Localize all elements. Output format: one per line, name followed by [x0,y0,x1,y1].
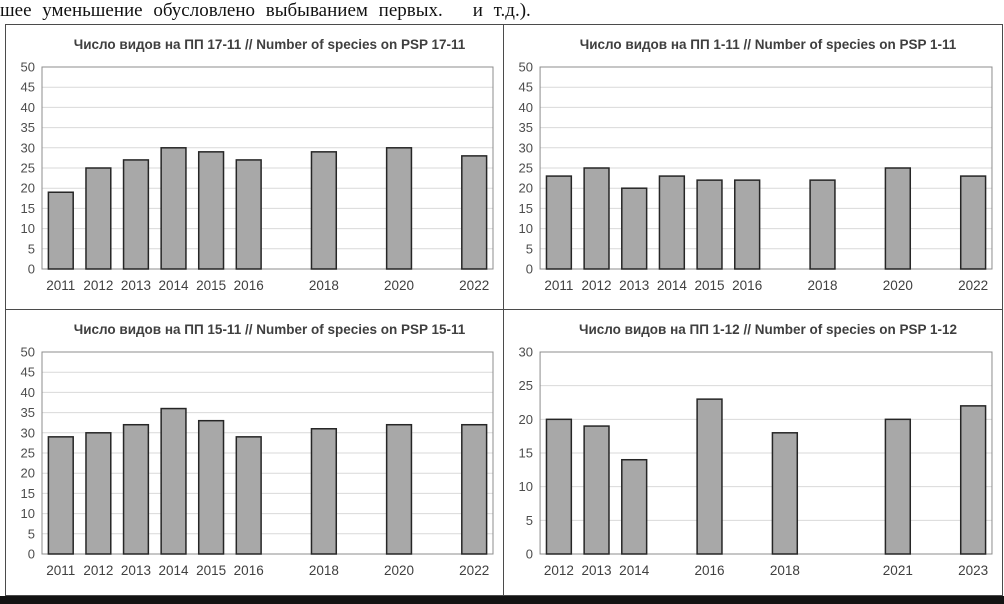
svg-text:2012: 2012 [582,278,612,293]
svg-text:2012: 2012 [544,563,574,578]
bar-chart-psp-17-11: 0 5 10 15 20 25 30 35 40 45 50 2011 2012 2013 2014 2015… [21,60,494,293]
svg-text:40: 40 [21,385,35,400]
caption-text-tail: и т.д.). [472,0,531,21]
svg-text:25: 25 [21,446,35,461]
svg-text:20: 20 [21,181,35,196]
svg-text:5: 5 [526,513,533,528]
chart-panel-psp-17-11: Число видов на ПП 17-11 // Number of spe… [6,25,504,310]
svg-text:2014: 2014 [159,278,190,293]
svg-text:2022: 2022 [459,278,489,293]
svg-text:45: 45 [21,365,35,380]
svg-text:2018: 2018 [309,563,339,578]
chart-title-psp-15-11: Число видов на ПП 15-11 // Number of spe… [73,322,466,337]
svg-text:50: 50 [519,60,533,75]
svg-text:2013: 2013 [619,278,649,293]
svg-text:2016: 2016 [234,563,264,578]
svg-text:50: 50 [21,60,35,75]
svg-text:0: 0 [28,547,35,562]
svg-text:2015: 2015 [196,563,226,578]
chart-panel-psp-1-12: Число видов на ПП 1-12 // Number of spec… [504,310,1002,595]
svg-text:2018: 2018 [770,563,800,578]
chart-panel-psp-1-11: Число видов на ПП 1-11 // Number of spec… [504,25,1002,310]
svg-text:25: 25 [519,378,533,393]
svg-text:30: 30 [21,140,35,155]
bar-chart-psp-1-11: 0 5 10 15 20 25 30 35 40 45 50 2011 2012 2013 2014 2015… [519,60,993,293]
chart-title-psp-17-11: Число видов на ПП 17-11 // Number of spe… [73,37,466,52]
page-bottom-rule [0,596,1004,604]
svg-text:2011: 2011 [544,278,573,293]
svg-text:2013: 2013 [582,563,612,578]
svg-text:2014: 2014 [657,278,688,293]
svg-text:45: 45 [519,80,533,95]
svg-text:35: 35 [21,405,35,420]
svg-text:2023: 2023 [958,563,988,578]
svg-text:2015: 2015 [196,278,226,293]
svg-text:5: 5 [28,241,35,256]
svg-text:2016: 2016 [234,278,264,293]
svg-text:10: 10 [21,506,35,521]
svg-text:2020: 2020 [883,278,913,293]
caption-text: шее уменьшение обусловлено выбыванием пе… [0,0,1004,24]
svg-text:20: 20 [21,466,35,481]
svg-text:2022: 2022 [958,278,988,293]
svg-text:10: 10 [519,479,533,494]
chart-title-psp-1-12: Число видов на ПП 1-12 // Number of spec… [578,322,958,337]
svg-text:15: 15 [21,486,35,501]
svg-text:2013: 2013 [121,278,151,293]
bar-chart-psp-1-12: 0 5 10 15 20 25 30 2012 2013 2014 2016 2018 2021 2023 [519,345,993,578]
svg-text:0: 0 [526,262,533,277]
svg-text:35: 35 [21,120,35,135]
svg-text:5: 5 [526,241,533,256]
svg-text:5: 5 [28,526,35,541]
svg-text:2022: 2022 [459,563,489,578]
svg-text:15: 15 [519,201,533,216]
svg-text:30: 30 [21,425,35,440]
svg-text:10: 10 [519,221,533,236]
svg-text:2016: 2016 [732,278,762,293]
svg-text:35: 35 [519,120,533,135]
bar-chart-psp-15-11: 0 5 10 15 20 25 30 35 40 45 50 2011 2012 2013 2014 2015… [21,345,494,578]
svg-text:2014: 2014 [159,563,190,578]
svg-text:2020: 2020 [384,563,414,578]
chart-panel-psp-15-11: Число видов на ПП 15-11 // Number of spe… [6,310,504,595]
svg-text:2015: 2015 [694,278,724,293]
svg-text:2011: 2011 [46,563,75,578]
svg-text:2018: 2018 [309,278,339,293]
svg-text:50: 50 [21,345,35,360]
svg-text:2021: 2021 [883,563,913,578]
svg-text:2012: 2012 [83,563,113,578]
svg-text:45: 45 [21,80,35,95]
svg-text:2011: 2011 [46,278,75,293]
svg-text:25: 25 [519,161,533,176]
svg-text:2016: 2016 [694,563,724,578]
svg-text:0: 0 [28,262,35,277]
svg-text:15: 15 [519,446,533,461]
svg-text:40: 40 [519,100,533,115]
svg-text:2018: 2018 [807,278,837,293]
svg-text:25: 25 [21,161,35,176]
chart-title-psp-1-11: Число видов на ПП 1-11 // Number of spec… [579,37,957,52]
svg-text:10: 10 [21,221,35,236]
svg-text:2020: 2020 [384,278,414,293]
svg-text:2014: 2014 [619,563,650,578]
figure-grid: Число видов на ПП 17-11 // Number of spe… [5,24,1003,596]
caption-text-main: шее уменьшение обусловлено выбыванием пе… [0,0,443,21]
svg-text:20: 20 [519,412,533,427]
svg-text:0: 0 [526,547,533,562]
svg-text:2012: 2012 [83,278,113,293]
svg-text:30: 30 [519,140,533,155]
svg-text:40: 40 [21,100,35,115]
svg-text:2013: 2013 [121,563,151,578]
svg-text:30: 30 [519,345,533,360]
svg-text:15: 15 [21,201,35,216]
svg-text:20: 20 [519,181,533,196]
